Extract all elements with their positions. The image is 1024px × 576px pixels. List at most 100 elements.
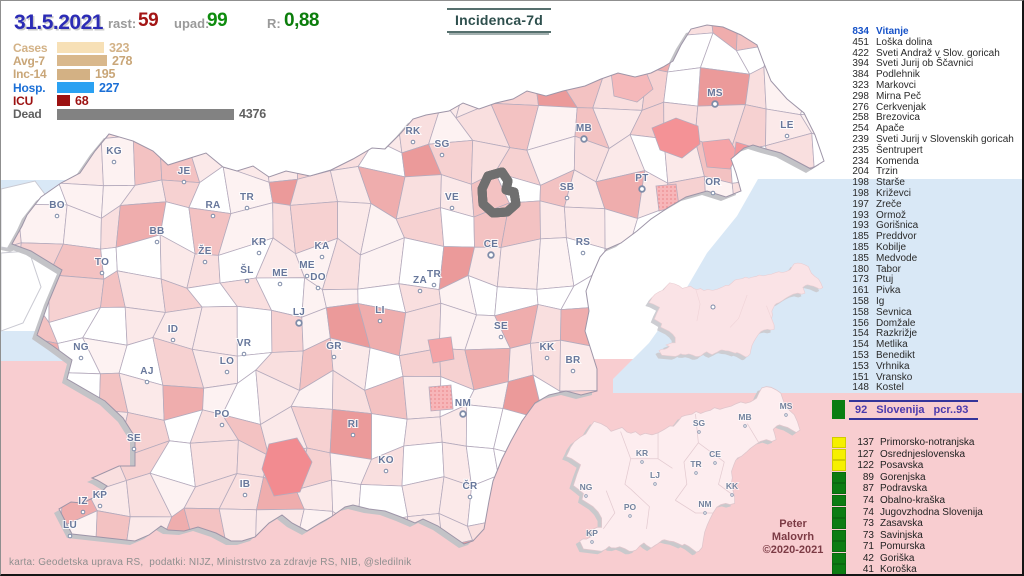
legend-row: Avg-7 278 (13, 53, 266, 68)
municipality-name: Vrhnika (876, 360, 910, 372)
legend-label: Dead (13, 107, 42, 122)
region-name: Osrednjeslovenska (880, 448, 966, 460)
municipality-name: Tabor (876, 263, 902, 275)
municipality-row: 239 Sveti Jurij v Slovenskih goricah (841, 133, 1022, 146)
municipality-value: 185 (852, 252, 869, 264)
legend-bar (57, 55, 107, 67)
municipality-value: 180 (852, 263, 869, 275)
map-city-label: ŽE (198, 244, 211, 257)
municipality-name: Loška dolina (876, 36, 933, 48)
municipality-value: 298 (852, 90, 869, 102)
inset-region-label: SG (693, 418, 706, 428)
map-city-label: GR (326, 341, 342, 352)
region-color-box (832, 552, 846, 564)
municipality-row: 323 Markovci (841, 79, 1022, 92)
map-city-label: TO (95, 257, 109, 268)
municipality-row: 185 Preddvor (841, 231, 1022, 243)
copyright-years: ©2020-2021 (762, 544, 824, 556)
map-title: Incidenca-7d (447, 8, 551, 33)
municipality-name: Pivka (876, 285, 901, 297)
map-city-marker (295, 319, 303, 327)
map-city-marker (350, 432, 356, 438)
map-city-marker (241, 351, 247, 357)
map-city-marker (580, 250, 586, 256)
municipality-name: Sevnica (876, 306, 912, 318)
municipality-value: 394 (852, 58, 869, 70)
municipality-cell (218, 508, 257, 544)
map-city-marker (97, 503, 103, 509)
municipality-value: 151 (852, 371, 869, 383)
municipality-value: 154 (852, 328, 869, 340)
map-city-label: NG (73, 342, 89, 353)
slovenia-value: 92 (855, 404, 868, 416)
inset-region-marker (653, 482, 657, 486)
municipality-value: 235 (852, 144, 869, 156)
map-city-marker (319, 254, 325, 260)
map-city-label: SE (127, 433, 141, 444)
municipality-name: Sveti Jurij v Slovenskih goricah (876, 133, 1014, 145)
upad-label: upad: (174, 16, 210, 31)
map-city-marker (219, 422, 225, 428)
map-city-marker (256, 250, 262, 256)
map-city-label: MS (707, 88, 723, 99)
map-city-marker (244, 205, 250, 211)
municipality-name: Šentrupert (876, 144, 923, 156)
map-city-label: LI (375, 305, 385, 316)
municipality-name: Zreče (876, 198, 902, 210)
municipality-value: 198 (852, 177, 869, 189)
region-row: 87 Podravska (832, 483, 983, 495)
map-city-marker (181, 179, 187, 185)
author-credit: Peter Malovrh ©2020-2021 (751, 518, 835, 557)
map-city-label: TR (240, 192, 254, 203)
map-city-marker (304, 273, 310, 279)
municipality-row: 258 Brezovica (841, 113, 1022, 124)
municipality-name: Ig (876, 295, 885, 307)
map-city-label: BR (565, 355, 581, 366)
map-city-label: RK (405, 126, 421, 137)
inset-region-label: KK (726, 481, 739, 491)
region-value: 74 (862, 506, 874, 518)
municipality-value: 323 (852, 79, 869, 91)
region-name: Posavska (880, 460, 924, 472)
municipality-value: 158 (852, 295, 869, 307)
inset1-capital-dot (710, 304, 716, 310)
map-city-marker (131, 446, 137, 452)
municipality-value: 384 (852, 69, 869, 81)
map-city-label: DO (310, 272, 326, 283)
municipality-row: 154 Metlika (841, 339, 1022, 351)
legend-bar (57, 108, 234, 120)
region-row: 73 Zasavska (832, 518, 983, 530)
municipality-cell (100, 135, 136, 187)
municipality-value: 276 (852, 101, 869, 113)
map-city-label: LO (220, 356, 235, 367)
region-color-box (832, 541, 846, 553)
legend-label: Cases (13, 40, 48, 55)
legend-row: Hosp. 227 (13, 81, 266, 95)
map-city-label: ID (168, 324, 179, 335)
map-city-marker (54, 213, 60, 219)
region-value: 89 (862, 471, 874, 483)
region-name: Jugovzhodna Slovenija (880, 506, 983, 518)
municipality-row: 235 Šentrupert (841, 144, 1022, 157)
region-color-box (832, 506, 846, 518)
map-city-marker (711, 100, 719, 108)
municipality-cell (539, 200, 567, 240)
municipality-value: 193 (852, 220, 869, 232)
inset-region-marker (713, 461, 717, 465)
map-city-marker (449, 205, 455, 211)
map-city-marker (710, 190, 716, 196)
municipality-row: 198 Križevci (841, 188, 1022, 200)
municipality-name: Kostel (876, 382, 904, 394)
legend-bar (57, 95, 70, 107)
municipality-name: Vransko (876, 371, 913, 383)
inset-region-marker (697, 430, 701, 434)
map-city-marker (459, 410, 467, 418)
legend-value: 278 (112, 53, 133, 68)
municipality-name: Sveti Andraž v Slov. goricah (876, 47, 1000, 59)
region-value: 73 (862, 518, 874, 530)
municipality-row: 173 Ptuj (841, 275, 1022, 286)
region-value: 73 (862, 529, 874, 541)
legend-bar (57, 68, 90, 80)
municipality-value: 254 (852, 123, 869, 135)
